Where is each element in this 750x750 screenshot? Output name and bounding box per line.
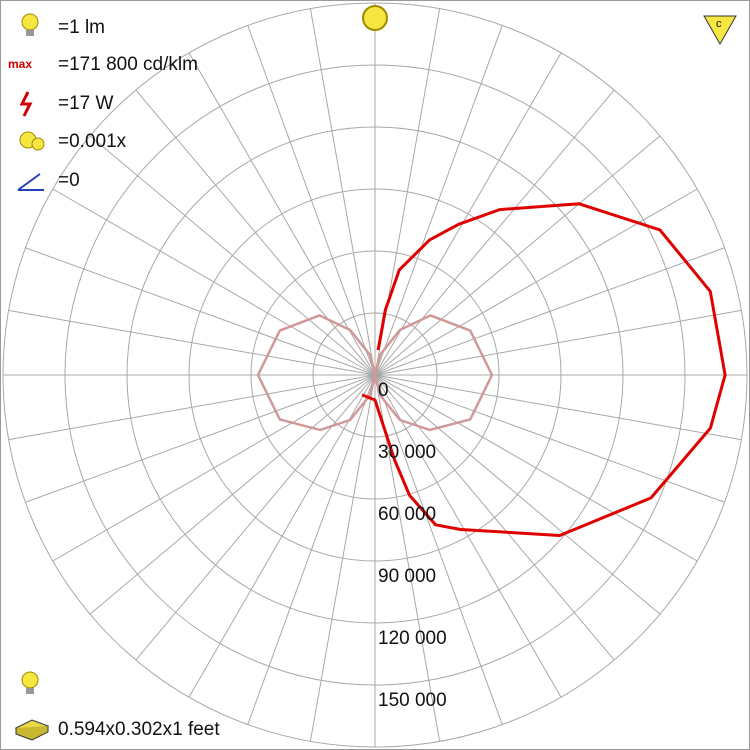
annotation: =171 800 cd/klm (58, 54, 198, 75)
icon-lumen (21, 13, 39, 36)
icon-max: max (8, 57, 32, 71)
grid-ring (188, 188, 562, 562)
r-tick-label: 120 000 (378, 628, 447, 649)
icon-bulb (21, 671, 39, 694)
grid-ring (64, 64, 686, 686)
annotation: =1 lm (58, 17, 105, 38)
annotation: =17 W (58, 93, 114, 114)
r-tick-label: 30 000 (378, 442, 436, 463)
icon-rotate[interactable] (362, 5, 388, 31)
icon-power (19, 91, 33, 117)
icon-factor (19, 131, 45, 151)
grid-ring (312, 312, 438, 438)
intensity-curve (256, 314, 494, 432)
r-tick-label: 150 000 (378, 690, 447, 711)
r-tick-label: 90 000 (378, 566, 436, 587)
r-tick-label: 0 (378, 380, 389, 401)
annotation: =0.001x (58, 131, 127, 152)
svg-text:c: c (716, 18, 722, 30)
icon-angle (17, 173, 44, 191)
icon-c-plane[interactable]: c (703, 15, 737, 46)
labels: 0 30 000 60 000 90 000 120 000 150 000 (378, 380, 447, 711)
annotation: =0 (58, 170, 80, 191)
curves (256, 202, 727, 537)
icon-box (14, 719, 50, 741)
r-tick-label: 60 000 (378, 504, 436, 525)
intensity-curve (361, 202, 727, 537)
grid-ring (126, 126, 624, 624)
footer: 0.594x0.302x1 feet (58, 719, 220, 740)
grid-ring (250, 250, 500, 500)
svg-text:max: max (8, 57, 32, 71)
